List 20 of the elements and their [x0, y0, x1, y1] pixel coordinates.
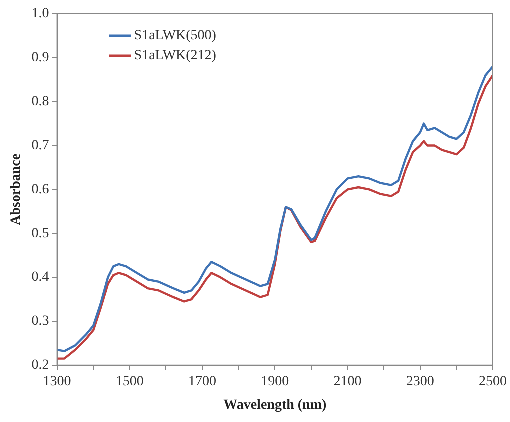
y-tick-label: 1.0 [32, 6, 50, 22]
y-tick-label: 0.7 [32, 138, 50, 154]
legend-label: S1aLWK(212) [134, 48, 217, 64]
y-tick-label: 0.2 [32, 358, 50, 374]
x-axis-title: Wavelength (nm) [224, 398, 328, 414]
x-tick-label: 2100 [334, 374, 362, 390]
y-tick-label: 0.9 [32, 50, 50, 66]
x-tick-label: 1300 [43, 374, 72, 390]
x-tick-label: 2300 [406, 374, 434, 390]
y-tick-label: 0.6 [32, 182, 50, 198]
x-tick-label: 2500 [479, 374, 507, 390]
x-tick-label: 1700 [188, 374, 217, 390]
x-tick-label: 1900 [261, 374, 290, 390]
y-axis-title: Absorbance [9, 154, 24, 226]
x-tick-label: 1500 [116, 374, 144, 390]
y-tick-label: 0.5 [32, 226, 50, 242]
y-tick-label: 0.4 [32, 270, 50, 286]
y-tick-label: 0.3 [32, 314, 50, 330]
y-tick-label: 0.8 [32, 94, 50, 110]
legend-label: S1aLWK(500) [134, 28, 217, 44]
